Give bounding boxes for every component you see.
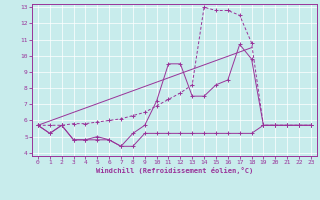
X-axis label: Windchill (Refroidissement éolien,°C): Windchill (Refroidissement éolien,°C) bbox=[96, 167, 253, 174]
